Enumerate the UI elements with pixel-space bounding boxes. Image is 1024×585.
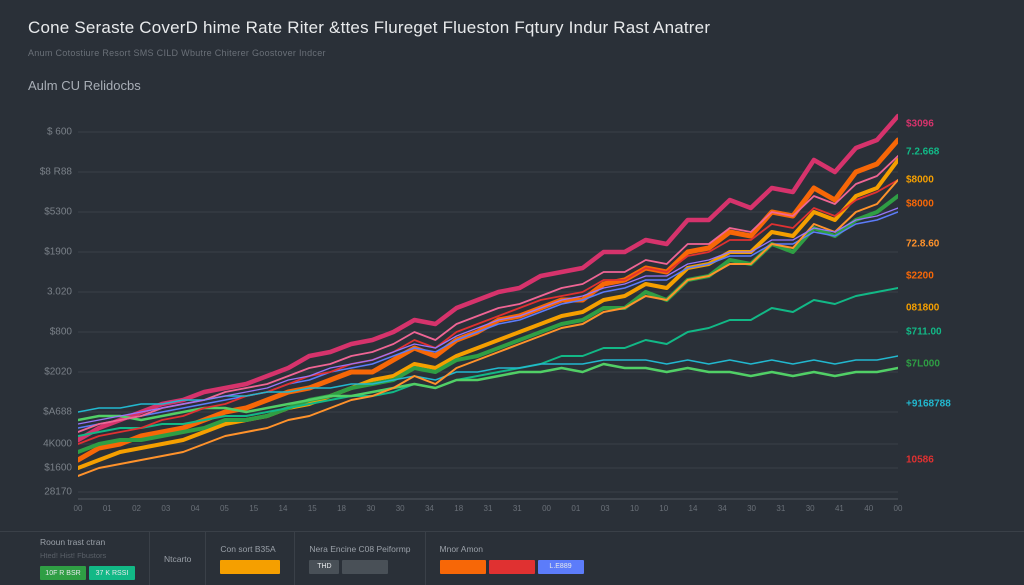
legend-chip: [220, 560, 280, 574]
legend-chip: [440, 560, 486, 574]
y-tick-label: $8 R88: [24, 167, 72, 178]
legend-title: Nera Encine C08 Peiformp: [309, 544, 410, 554]
x-tick-label: 34: [425, 504, 434, 513]
legend-group: Rooun trast ctran Hted! Hist! Fbustors 10F…: [26, 532, 150, 585]
legend-chip-row: THD: [309, 560, 410, 574]
x-tick-label: 15: [249, 504, 258, 513]
series-end-label: 081800: [906, 303, 939, 314]
legend-group: Mnor Amon L.E889: [426, 532, 598, 585]
series-end-label: $8000: [906, 199, 934, 210]
y-tick-label: $2020: [24, 367, 72, 378]
legend-chip: [342, 560, 388, 574]
x-tick-label: 31: [484, 504, 493, 513]
x-tick-label: 14: [279, 504, 288, 513]
line-chart: [78, 100, 898, 500]
x-tick-label: 30: [806, 504, 815, 513]
series-end-label: 7.2.668: [906, 147, 939, 158]
legend-chip: L.E889: [538, 560, 584, 574]
legend-chip: THD: [309, 560, 339, 574]
series-magenta-bold: [78, 116, 898, 440]
y-tick-label: $ 600: [24, 127, 72, 138]
legend-chip-row: 10F R BSR37 K RSSI: [40, 566, 135, 580]
y-tick-label: $A688: [24, 407, 72, 418]
legend-chip: 37 K RSSI: [89, 566, 135, 580]
legend-title: Rooun trast ctran: [40, 537, 135, 547]
x-tick-label: 05: [220, 504, 229, 513]
series-end-label: $3096: [906, 119, 934, 130]
series-end-label: 10586: [906, 455, 934, 466]
series-end-label: $7L000: [906, 359, 940, 370]
y-tick-label: $1600: [24, 463, 72, 474]
x-tick-label: 02: [132, 504, 141, 513]
chart-subtitle: Anum Cotostiure Resort SMS CILD Wbutre C…: [0, 48, 1024, 58]
x-tick-label: 03: [601, 504, 610, 513]
x-tick-label: 01: [571, 504, 580, 513]
legend-chip-row: [220, 560, 280, 574]
x-tick-label: 31: [513, 504, 522, 513]
x-tick-label: 10: [630, 504, 639, 513]
x-tick-label: 34: [718, 504, 727, 513]
x-tick-label: 01: [103, 504, 112, 513]
legend-group: Ntcarto: [150, 532, 206, 585]
x-tick-label: 10: [659, 504, 668, 513]
x-tick-label: 31: [776, 504, 785, 513]
y-tick-label: 4K000: [24, 439, 72, 450]
series-end-label: +9168788: [906, 399, 951, 410]
legend-title: Con sort B35A: [220, 544, 280, 554]
x-tick-label: 18: [454, 504, 463, 513]
x-tick-label: 00: [894, 504, 903, 513]
legend-group: Con sort B35A: [206, 532, 295, 585]
x-tick-label: 15: [308, 504, 317, 513]
x-tick-label: 18: [337, 504, 346, 513]
series-end-label: $2200: [906, 271, 934, 282]
x-tick-label: 00: [542, 504, 551, 513]
x-tick-label: 03: [161, 504, 170, 513]
x-tick-label: 40: [864, 504, 873, 513]
y-tick-label: 28170: [24, 487, 72, 498]
x-tick-label: 14: [689, 504, 698, 513]
series-teal: [78, 288, 898, 436]
legend-title: Ntcarto: [164, 554, 191, 564]
chart-series-group: [78, 116, 898, 476]
series-end-label: $711.00: [906, 327, 942, 338]
chart-title: Cone Seraste CoverD hime Rate Riter &tte…: [0, 18, 1024, 38]
y-tick-label: $800: [24, 327, 72, 338]
y-tick-label: 3.020: [24, 287, 72, 298]
x-tick-label: 41: [835, 504, 844, 513]
series-cyan-thin: [78, 356, 898, 412]
legend-chip-row: L.E889: [440, 560, 584, 574]
legend-chip: 10F R BSR: [40, 566, 86, 580]
series-end-label: 72.8.60: [906, 239, 939, 250]
x-tick-label: 04: [191, 504, 200, 513]
legend-subtitle: Hted! Hist! Fbustors: [40, 551, 135, 560]
legend-group: Nera Encine C08 Peiformp THD: [295, 532, 425, 585]
y-axis-title: Aulm CU Relidocbs: [28, 78, 141, 93]
chart-container: Cone Seraste CoverD hime Rate Riter &tte…: [0, 0, 1024, 585]
x-tick-label: 30: [396, 504, 405, 513]
x-tick-label: 30: [747, 504, 756, 513]
legend-footer: Rooun trast ctran Hted! Hist! Fbustors 10F…: [0, 531, 1024, 585]
series-end-label: $8000: [906, 175, 934, 186]
x-tick-label: 00: [74, 504, 83, 513]
y-tick-label: $1900: [24, 247, 72, 258]
x-tick-label: 30: [366, 504, 375, 513]
legend-chip: [489, 560, 535, 574]
legend-title: Mnor Amon: [440, 544, 584, 554]
y-tick-label: $5300: [24, 207, 72, 218]
